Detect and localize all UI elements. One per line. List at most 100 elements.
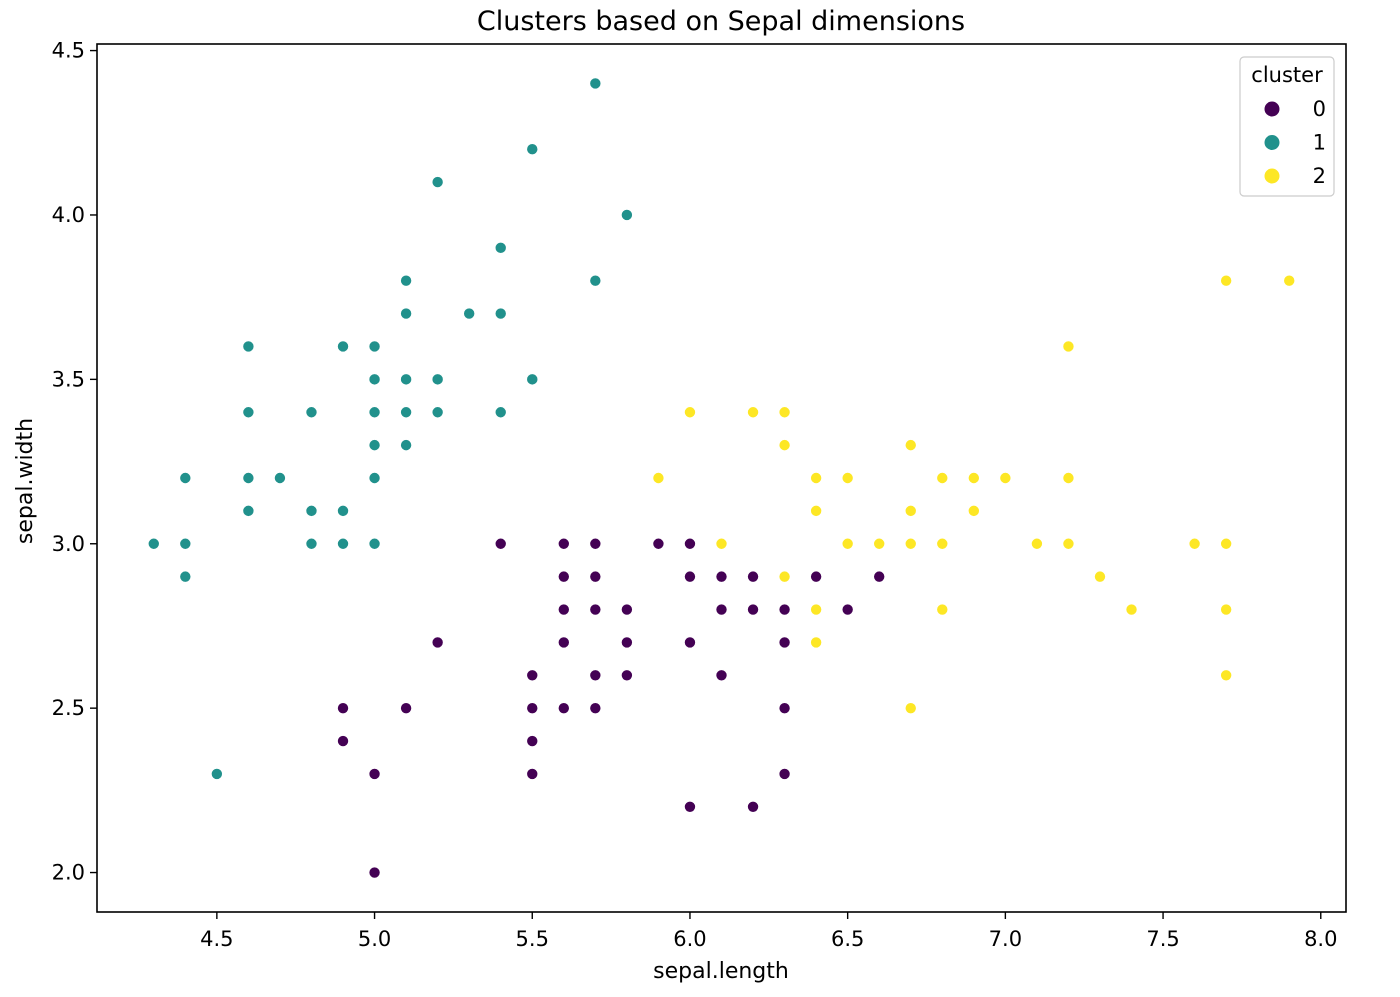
point-cluster-2 bbox=[1220, 603, 1233, 616]
y-tick-label: 3.5 bbox=[52, 367, 85, 391]
point-cluster-1 bbox=[337, 504, 350, 517]
point-cluster-1 bbox=[179, 537, 192, 550]
point-cluster-1 bbox=[210, 767, 223, 780]
point-cluster-1 bbox=[368, 406, 381, 419]
point-cluster-1 bbox=[147, 537, 160, 550]
x-tick-label: 4.5 bbox=[200, 927, 233, 951]
point-cluster-1 bbox=[431, 373, 444, 386]
point-cluster-0 bbox=[526, 767, 539, 780]
point-cluster-2 bbox=[747, 406, 760, 419]
point-cluster-0 bbox=[620, 669, 633, 682]
point-cluster-0 bbox=[494, 537, 507, 550]
point-cluster-0 bbox=[589, 570, 602, 583]
x-axis-label: sepal.length bbox=[653, 959, 789, 984]
point-cluster-0 bbox=[778, 767, 791, 780]
point-cluster-2 bbox=[936, 471, 949, 484]
point-cluster-2 bbox=[1062, 471, 1075, 484]
point-cluster-0 bbox=[715, 669, 728, 682]
point-cluster-0 bbox=[778, 603, 791, 616]
point-cluster-1 bbox=[620, 208, 633, 221]
point-cluster-1 bbox=[368, 373, 381, 386]
point-cluster-2 bbox=[967, 504, 980, 517]
legend-label: 1 bbox=[1313, 131, 1326, 155]
point-cluster-1 bbox=[526, 373, 539, 386]
legend-frame bbox=[1239, 56, 1335, 197]
point-cluster-0 bbox=[526, 702, 539, 715]
point-cluster-1 bbox=[273, 471, 286, 484]
point-cluster-2 bbox=[1220, 669, 1233, 682]
point-cluster-2 bbox=[1030, 537, 1043, 550]
point-cluster-0 bbox=[526, 669, 539, 682]
data-points bbox=[147, 77, 1296, 879]
point-cluster-1 bbox=[526, 143, 539, 156]
x-tick-label: 5.5 bbox=[516, 927, 549, 951]
point-cluster-0 bbox=[337, 702, 350, 715]
point-cluster-2 bbox=[1062, 340, 1075, 353]
point-cluster-1 bbox=[305, 406, 318, 419]
point-cluster-1 bbox=[242, 406, 255, 419]
point-cluster-2 bbox=[810, 636, 823, 649]
point-cluster-1 bbox=[305, 537, 318, 550]
point-cluster-0 bbox=[337, 735, 350, 748]
y-tick-label: 3.0 bbox=[52, 532, 85, 556]
y-tick-label: 4.5 bbox=[52, 39, 85, 63]
point-cluster-0 bbox=[620, 603, 633, 616]
point-cluster-0 bbox=[683, 570, 696, 583]
point-cluster-1 bbox=[494, 241, 507, 254]
point-cluster-0 bbox=[683, 636, 696, 649]
point-cluster-0 bbox=[589, 603, 602, 616]
point-cluster-0 bbox=[715, 570, 728, 583]
point-cluster-0 bbox=[778, 702, 791, 715]
point-cluster-2 bbox=[1188, 537, 1201, 550]
point-cluster-1 bbox=[179, 471, 192, 484]
point-cluster-1 bbox=[400, 406, 413, 419]
point-cluster-2 bbox=[904, 537, 917, 550]
point-cluster-1 bbox=[400, 274, 413, 287]
point-cluster-2 bbox=[778, 439, 791, 452]
y-tick-label: 2.5 bbox=[52, 696, 85, 720]
point-cluster-0 bbox=[368, 767, 381, 780]
point-cluster-0 bbox=[431, 636, 444, 649]
point-cluster-0 bbox=[778, 636, 791, 649]
x-tick-label: 7.5 bbox=[1146, 927, 1179, 951]
point-cluster-0 bbox=[589, 702, 602, 715]
legend-label: 0 bbox=[1313, 97, 1326, 121]
point-cluster-2 bbox=[841, 471, 854, 484]
point-cluster-0 bbox=[620, 636, 633, 649]
point-cluster-0 bbox=[841, 603, 854, 616]
point-cluster-2 bbox=[936, 603, 949, 616]
y-axis: 2.0 2.5 3.0 3.5 4.0 4.5 bbox=[52, 39, 97, 885]
point-cluster-1 bbox=[368, 471, 381, 484]
x-tick-label: 6.0 bbox=[673, 927, 706, 951]
point-cluster-0 bbox=[400, 702, 413, 715]
point-cluster-1 bbox=[589, 77, 602, 90]
x-tick-label: 7.0 bbox=[989, 927, 1022, 951]
point-cluster-1 bbox=[494, 406, 507, 419]
point-cluster-0 bbox=[715, 603, 728, 616]
point-cluster-2 bbox=[1220, 537, 1233, 550]
point-cluster-2 bbox=[1220, 274, 1233, 287]
legend-title: cluster bbox=[1251, 63, 1323, 87]
point-cluster-0 bbox=[810, 570, 823, 583]
point-cluster-1 bbox=[431, 406, 444, 419]
point-cluster-1 bbox=[242, 340, 255, 353]
point-cluster-2 bbox=[810, 504, 823, 517]
point-cluster-1 bbox=[494, 307, 507, 320]
point-cluster-0 bbox=[557, 570, 570, 583]
point-cluster-1 bbox=[305, 504, 318, 517]
point-cluster-1 bbox=[463, 307, 476, 320]
point-cluster-0 bbox=[873, 570, 886, 583]
point-cluster-2 bbox=[904, 439, 917, 452]
legend-marker bbox=[1263, 100, 1281, 118]
point-cluster-0 bbox=[747, 800, 760, 813]
point-cluster-0 bbox=[747, 603, 760, 616]
point-cluster-2 bbox=[936, 537, 949, 550]
legend: cluster 0 1 2 bbox=[1239, 56, 1335, 197]
point-cluster-2 bbox=[778, 406, 791, 419]
point-cluster-1 bbox=[368, 439, 381, 452]
point-cluster-2 bbox=[873, 537, 886, 550]
point-cluster-1 bbox=[337, 537, 350, 550]
y-tick-label: 2.0 bbox=[52, 861, 85, 885]
point-cluster-1 bbox=[400, 307, 413, 320]
